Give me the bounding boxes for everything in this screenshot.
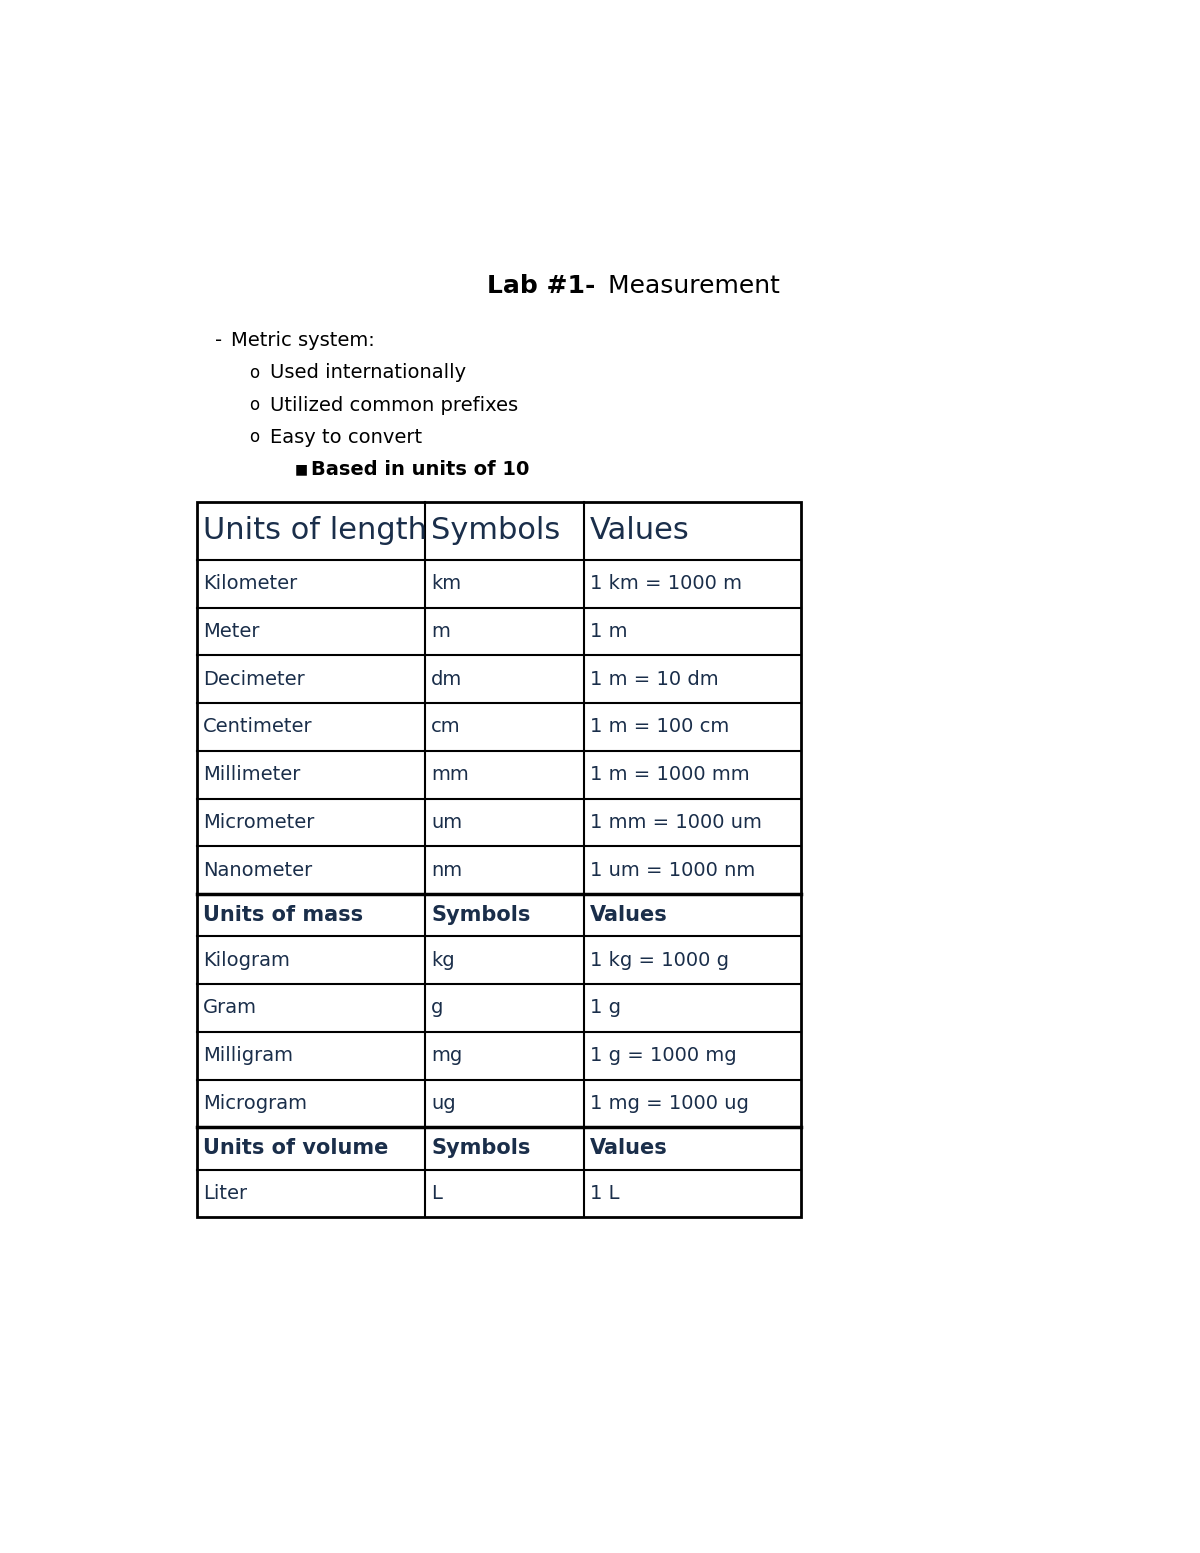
Text: Lab #1- Measurement: Lab #1- Measurement (475, 275, 755, 298)
Text: Values: Values (590, 1138, 668, 1159)
Text: Values: Values (590, 905, 668, 926)
Text: kg: kg (431, 950, 455, 969)
Text: 1 mg = 1000 ug: 1 mg = 1000 ug (590, 1093, 749, 1114)
Text: o: o (250, 363, 259, 382)
Text: Symbols: Symbols (431, 905, 530, 926)
Text: Symbols: Symbols (431, 517, 560, 545)
Text: Based in units of 10: Based in units of 10 (311, 460, 529, 480)
Text: -: - (215, 331, 222, 349)
Text: Measurement: Measurement (600, 275, 779, 298)
Text: Microgram: Microgram (203, 1093, 307, 1114)
Text: Utilized common prefixes: Utilized common prefixes (270, 396, 518, 415)
Text: ug: ug (431, 1093, 456, 1114)
Text: Millimeter: Millimeter (203, 766, 300, 784)
Text: m: m (431, 621, 450, 641)
Text: Easy to convert: Easy to convert (270, 429, 422, 447)
Text: g: g (431, 999, 444, 1017)
Text: 1 g: 1 g (590, 999, 622, 1017)
Text: Liter: Liter (203, 1183, 247, 1204)
Text: Symbols: Symbols (431, 1138, 530, 1159)
Text: Units of length: Units of length (203, 517, 427, 545)
Text: 1 kg = 1000 g: 1 kg = 1000 g (590, 950, 730, 969)
Text: 1 m = 100 cm: 1 m = 100 cm (590, 717, 730, 736)
Text: 1 um = 1000 nm: 1 um = 1000 nm (590, 860, 756, 879)
Text: 1 L: 1 L (590, 1183, 619, 1204)
Text: dm: dm (431, 669, 462, 688)
Text: Units of mass: Units of mass (203, 905, 362, 926)
Text: L: L (431, 1183, 442, 1204)
Text: Units of volume: Units of volume (203, 1138, 388, 1159)
Text: 1 mm = 1000 um: 1 mm = 1000 um (590, 812, 762, 832)
Text: o: o (250, 396, 259, 415)
Text: nm: nm (431, 860, 462, 879)
Text: Values: Values (590, 517, 690, 545)
Text: 1 g = 1000 mg: 1 g = 1000 mg (590, 1047, 737, 1065)
Text: mm: mm (431, 766, 469, 784)
Text: Gram: Gram (203, 999, 257, 1017)
Text: Meter: Meter (203, 621, 259, 641)
Text: Lab #1-: Lab #1- (487, 275, 595, 298)
Text: km: km (431, 575, 462, 593)
Text: um: um (431, 812, 462, 832)
Text: Milligram: Milligram (203, 1047, 293, 1065)
Text: cm: cm (431, 717, 461, 736)
Text: 1 km = 1000 m: 1 km = 1000 m (590, 575, 742, 593)
Text: mg: mg (431, 1047, 462, 1065)
Text: Micrometer: Micrometer (203, 812, 314, 832)
Text: 1 m = 10 dm: 1 m = 10 dm (590, 669, 719, 688)
Text: 1 m = 1000 mm: 1 m = 1000 mm (590, 766, 750, 784)
Text: 1 m: 1 m (590, 621, 628, 641)
Text: Centimeter: Centimeter (203, 717, 312, 736)
Text: o: o (250, 429, 259, 446)
Text: Kilometer: Kilometer (203, 575, 296, 593)
Text: Decimeter: Decimeter (203, 669, 305, 688)
Text: Kilogram: Kilogram (203, 950, 289, 969)
Text: Used internationally: Used internationally (270, 363, 467, 382)
Text: ■: ■ (294, 463, 307, 477)
Text: Metric system:: Metric system: (232, 331, 376, 349)
Text: Nanometer: Nanometer (203, 860, 312, 879)
Bar (197, 502, 802, 1218)
